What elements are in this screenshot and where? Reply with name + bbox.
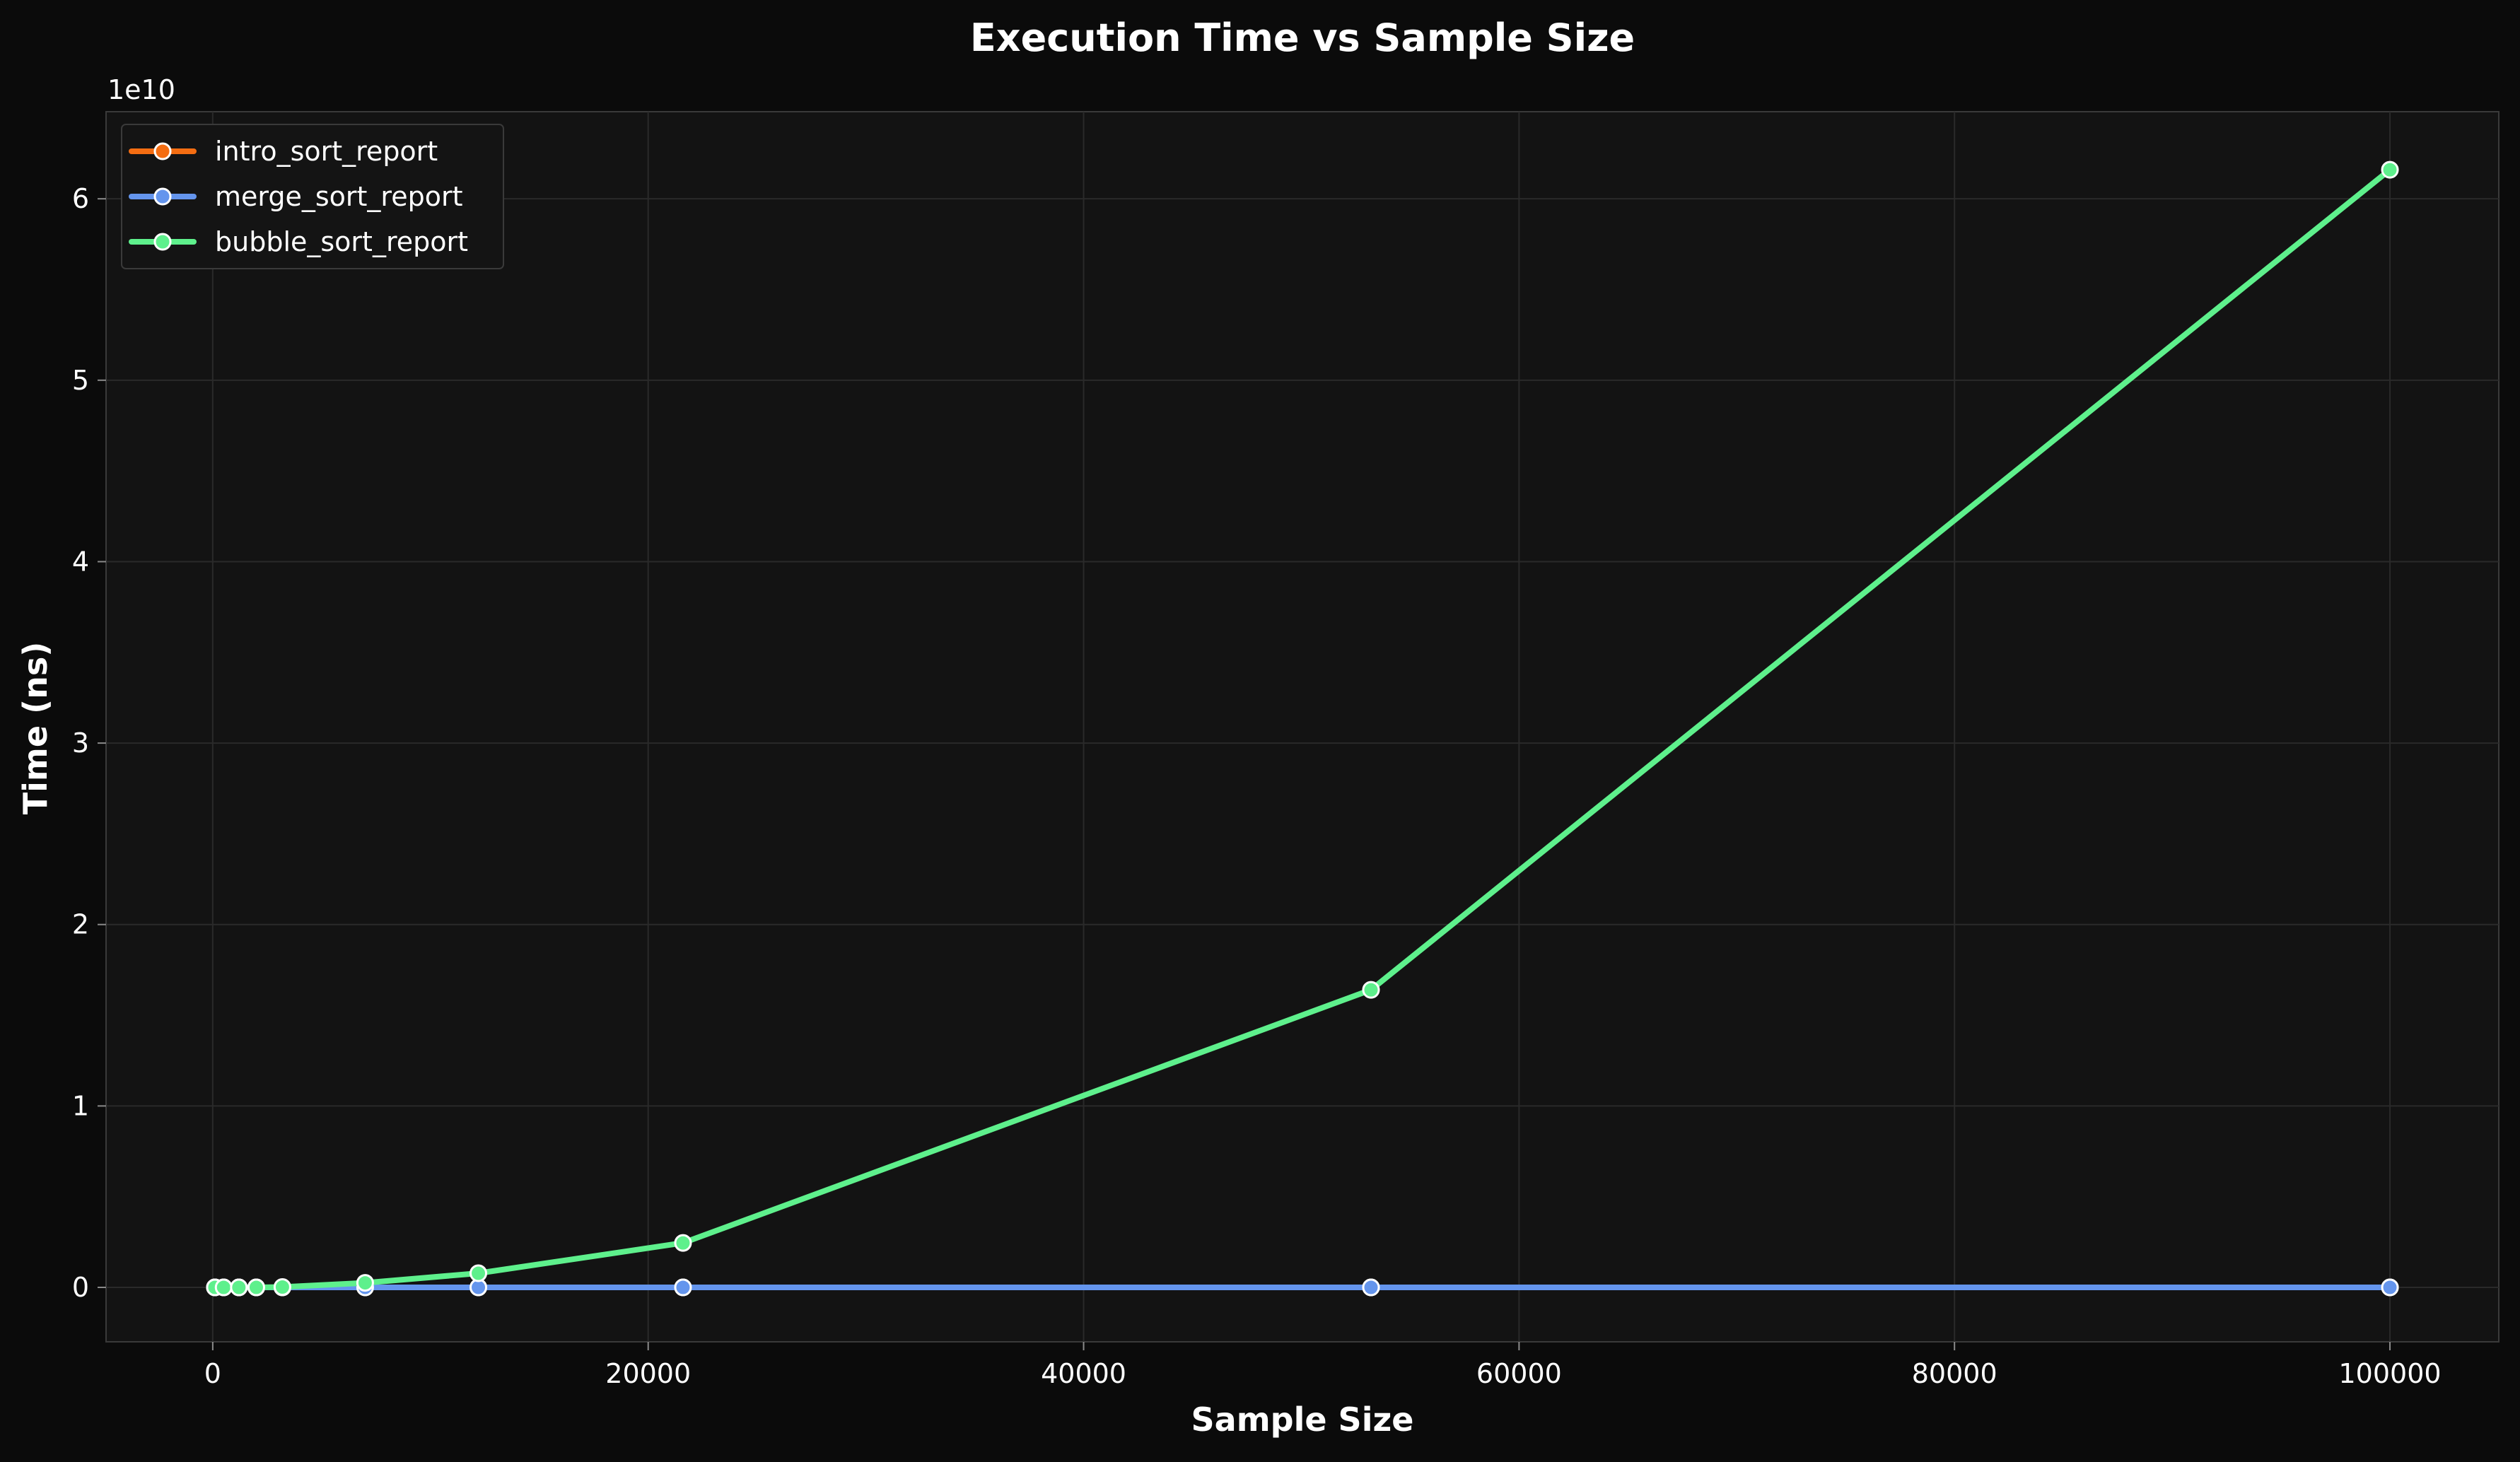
series-bubble_sort_report <box>206 160 2399 1297</box>
data-point-bubble_sort_report <box>1362 981 1380 999</box>
y-tick-label: 5 <box>72 365 89 396</box>
data-point-bubble_sort_report <box>214 1278 233 1297</box>
x-tick-label: 100000 <box>2339 1358 2442 1389</box>
y-tick-label: 0 <box>72 1272 89 1303</box>
y-tick-label: 3 <box>72 727 89 759</box>
data-point-bubble_sort_report <box>247 1278 265 1297</box>
data-point-bubble_sort_report <box>2381 160 2399 179</box>
data-point-merge_sort_report <box>2381 1278 2399 1297</box>
legend-marker <box>153 233 172 251</box>
legend-marker <box>153 142 172 160</box>
x-tick-label: 60000 <box>1476 1358 1562 1389</box>
y-tick-label: 2 <box>72 909 89 940</box>
y-tick-label: 4 <box>72 546 89 577</box>
chart-title: Execution Time vs Sample Size <box>970 16 1635 60</box>
plot-area <box>105 111 2499 1343</box>
y-tick-label: 6 <box>72 183 89 214</box>
legend-box <box>121 124 504 269</box>
y-tick-label: 1 <box>72 1090 89 1121</box>
data-point-merge_sort_report <box>674 1278 692 1297</box>
legend: intro_sort_report merge_sort_reportbubble… <box>121 124 504 269</box>
data-point-bubble_sort_report <box>674 1234 692 1252</box>
data-point-merge_sort_report <box>1362 1278 1380 1297</box>
data-point-bubble_sort_report <box>230 1278 248 1297</box>
legend-item-merge_sort_report: merge_sort_report <box>129 181 462 212</box>
x-tick-label: 0 <box>204 1358 221 1389</box>
x-axis-label: Sample Size <box>1191 1400 1414 1439</box>
legend-label: bubble_sort_report <box>215 226 468 257</box>
x-tick-label: 20000 <box>605 1358 691 1389</box>
data-point-bubble_sort_report <box>469 1264 488 1282</box>
legend-item-intro_sort_report: intro_sort_report <box>129 136 438 167</box>
x-tick-label: 80000 <box>1912 1358 1997 1389</box>
y-axis-label: Time (ns) <box>16 642 54 814</box>
data-point-bubble_sort_report <box>273 1277 291 1296</box>
x-tick-label: 40000 <box>1041 1358 1126 1389</box>
series-layer <box>206 160 2399 1297</box>
legend-item-bubble_sort_report: bubble_sort_report <box>129 226 468 257</box>
legend-label: merge_sort_report <box>215 181 462 212</box>
legend-label: intro_sort_report <box>215 136 438 167</box>
axis-ticks: 0 20000 40000 60000 80000 100000 0 1 2 3 4 5 6 <box>72 183 2442 1389</box>
data-point-bubble_sort_report <box>356 1274 374 1292</box>
legend-marker <box>153 187 172 206</box>
y-axis-offset-label: 1e10 <box>107 74 175 105</box>
